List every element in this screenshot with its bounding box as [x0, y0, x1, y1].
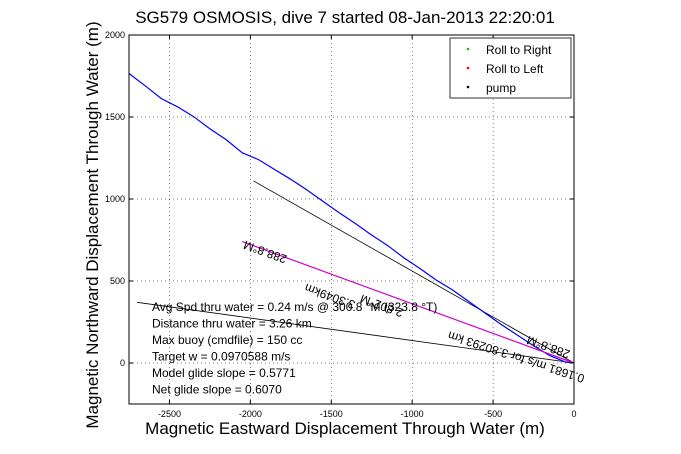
stats-layer: Avg Spd thru water = 0.24 m/s @ 300.8 °M…: [152, 300, 437, 397]
reference-line: [137, 301, 575, 364]
x-tick-label: -500: [484, 409, 502, 419]
legend-entry-label: Roll to Left: [486, 62, 544, 76]
dive-stat-text: Model glide slope = 0.5771: [152, 366, 296, 380]
dive-stat-text: Distance thru water = 3.26 km: [152, 317, 312, 331]
x-tick-label: -2000: [239, 409, 262, 419]
y-tick-label: 1000: [105, 194, 125, 204]
y-tick-label: 500: [110, 276, 125, 286]
plot-frame: [128, 34, 575, 405]
axes-layer: -2500 -2000 -1500 -1000 -500 0 0 500 1000 1500 200…: [105, 30, 577, 419]
heading-annotation: 288.8°M: [242, 238, 289, 266]
dive-stat-text: Net glide slope = 0.6070: [152, 383, 282, 397]
legend-marker: [466, 66, 470, 70]
legend-entry-label: pump: [486, 81, 516, 95]
legend-box: [449, 37, 572, 99]
x-tick-label: -1000: [401, 409, 424, 419]
dive-stat-text: Target w = 0.0970588 m/s: [152, 350, 290, 364]
legend-entry-label: Roll to Right: [486, 43, 552, 57]
reference-line: [253, 180, 575, 364]
dive-stat-text: Max buoy (cmdfile) = 150 cc: [152, 333, 302, 347]
y-tick-label: 0: [120, 358, 125, 368]
dive-stat-text: Avg Spd thru water = 0.24 m/s @ 300.8 °M…: [152, 300, 437, 314]
legend-marker: [466, 47, 470, 51]
chart-title: SG579 OSMOSIS, dive 7 started 08-Jan-201…: [135, 8, 555, 27]
y-tick-label: 1500: [105, 112, 125, 122]
legend: Roll to Right Roll to Left pump: [449, 37, 572, 99]
y-axis-label: Magnetic Northward Displacement Through …: [83, 21, 102, 428]
x-tick-label: -2500: [158, 409, 181, 419]
x-axis-label: Magnetic Eastward Displacement Through W…: [145, 419, 545, 438]
series-layer: [128, 73, 575, 364]
x-tick-label: 0: [571, 409, 576, 419]
track-series-line: [242, 241, 575, 364]
x-tick-label: -1500: [320, 409, 343, 419]
track-series-line: [128, 73, 575, 364]
y-tick-label: 2000: [105, 30, 125, 40]
legend-marker: [466, 85, 470, 89]
